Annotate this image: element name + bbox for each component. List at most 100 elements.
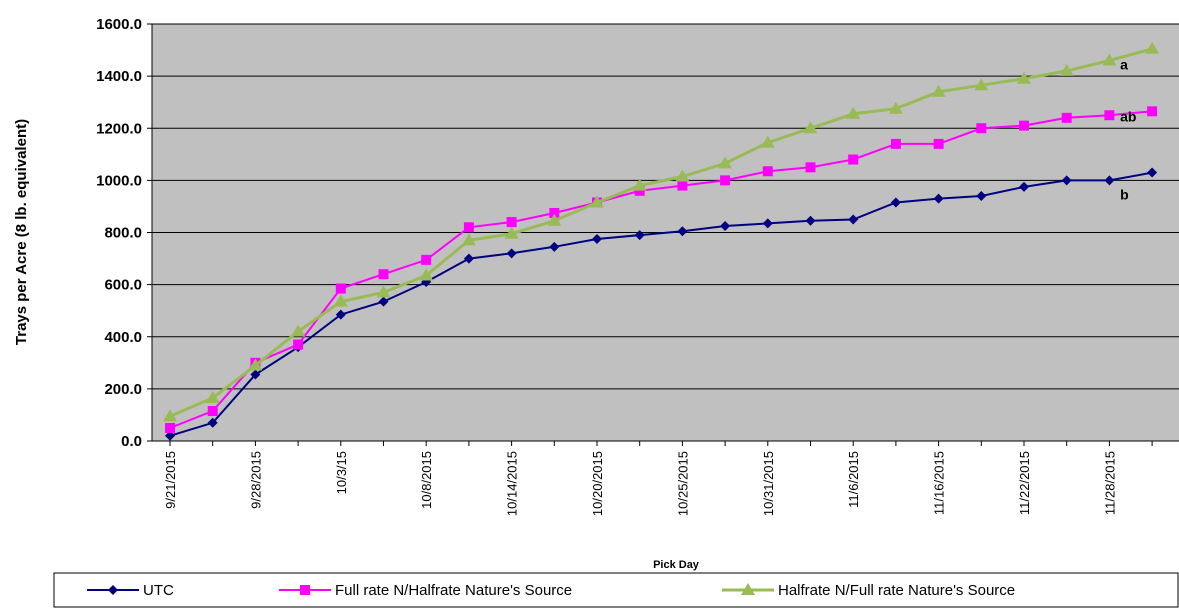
data-point [506, 248, 517, 259]
data-point [805, 215, 816, 226]
data-point [976, 123, 987, 134]
data-point [463, 222, 474, 233]
data-point [1147, 167, 1158, 178]
data-point [1019, 181, 1029, 192]
x-tick-label: 9/28/2015 [248, 451, 263, 509]
data-point [378, 269, 389, 280]
data-point [205, 390, 220, 403]
series-line [169, 47, 1153, 418]
data-point [931, 84, 946, 97]
x-axis-title: Pick Day [653, 559, 700, 571]
data-point [1019, 120, 1029, 131]
data-point [1145, 41, 1160, 54]
data-point [335, 309, 346, 320]
legend: UTC Full rate N/Halfrate Nature's Source H… [87, 582, 1015, 599]
data-point [933, 193, 944, 204]
y-tick-label: 1200.0 [96, 120, 142, 137]
data-point [1147, 106, 1158, 117]
data-point [421, 254, 432, 265]
data-point [718, 156, 733, 169]
data-series [163, 41, 1160, 441]
significance-label: ab [1120, 109, 1136, 125]
data-point [549, 241, 560, 252]
series-2 [165, 106, 1158, 433]
y-axis-ticks: 0.0 200.0 400.0 600.0 800.0 1000.0 1200.0 1400.… [96, 16, 152, 450]
series-line [169, 110, 1153, 429]
y-tick-label: 600.0 [104, 277, 142, 294]
data-point [463, 253, 474, 264]
data-point [547, 213, 562, 226]
legend-label: UTC [143, 582, 174, 599]
legend-item-1: UTC [87, 582, 174, 599]
data-point [1061, 175, 1072, 186]
data-point [291, 324, 306, 337]
data-point [378, 296, 389, 307]
data-point [762, 166, 773, 177]
data-point [376, 285, 391, 298]
data-point [976, 191, 987, 202]
y-tick-label: 1000.0 [96, 172, 142, 189]
x-tick-label: 10/31/2015 [761, 451, 776, 516]
legend-item-2: Full rate N/Halfrate Nature's Source [279, 582, 572, 599]
data-point [974, 78, 989, 91]
data-point [207, 417, 218, 428]
data-point [293, 339, 304, 350]
data-point [632, 178, 647, 191]
x-tick-label: 10/8/2015 [419, 451, 434, 509]
data-point [677, 180, 688, 191]
significance-label: a [1120, 56, 1128, 72]
data-point [675, 169, 690, 182]
data-point [590, 195, 604, 208]
data-point [848, 154, 859, 165]
data-point [461, 233, 476, 246]
series-3 [163, 41, 1160, 422]
x-tick-label: 9/21/2015 [163, 451, 178, 509]
data-point [504, 226, 519, 239]
data-point [720, 175, 731, 186]
data-point [846, 106, 861, 119]
annotations: a ab b [1120, 56, 1136, 202]
data-point [933, 138, 944, 149]
legend-label: Full rate N/Halfrate Nature's Source [335, 582, 572, 599]
legend-item-3: Halfrate N/Full rate Nature's Source [722, 582, 1015, 599]
x-tick-label: 10/25/2015 [675, 451, 690, 516]
x-tick-label: 11/28/2015 [1102, 451, 1117, 515]
data-point [890, 138, 901, 149]
data-point [207, 406, 218, 417]
y-tick-label: 1400.0 [96, 68, 142, 85]
data-point [419, 268, 434, 281]
data-point [1061, 112, 1072, 123]
data-point [1017, 71, 1031, 84]
x-tick-label: 10/3/15 [334, 451, 349, 494]
x-axis-ticks: 9/21/2015 9/28/2015 10/3/15 10/8/2015 10/14/… [163, 441, 1153, 516]
data-point [720, 220, 731, 231]
y-tick-label: 400.0 [104, 329, 142, 346]
y-tick-label: 0.0 [121, 433, 142, 450]
y-axis-title: Trays per Acre (8 lb. equivalent) [13, 119, 30, 345]
data-point [333, 294, 348, 307]
data-point [1102, 53, 1117, 66]
legend-marker [300, 585, 310, 595]
legend-label: Halfrate N/Full rate Nature's Source [778, 582, 1015, 599]
x-tick-label: 11/16/2015 [932, 451, 947, 515]
series-line [169, 171, 1153, 437]
data-point [803, 121, 818, 134]
legend-marker [108, 585, 118, 595]
data-point [248, 358, 263, 371]
data-point [805, 162, 816, 173]
x-tick-label: 10/20/2015 [590, 451, 605, 516]
data-point [250, 369, 261, 380]
data-point [760, 135, 775, 148]
data-point [677, 226, 688, 237]
data-point [890, 197, 901, 208]
y-tick-label: 800.0 [104, 225, 142, 242]
x-tick-label: 11/6/2015 [846, 451, 861, 508]
data-point [165, 422, 175, 433]
legend-box [53, 572, 1179, 608]
data-point [1104, 110, 1115, 121]
y-tick-label: 200.0 [104, 381, 142, 398]
x-tick-label: 10/14/2015 [505, 451, 520, 516]
data-point [335, 283, 346, 294]
data-point [549, 207, 560, 218]
